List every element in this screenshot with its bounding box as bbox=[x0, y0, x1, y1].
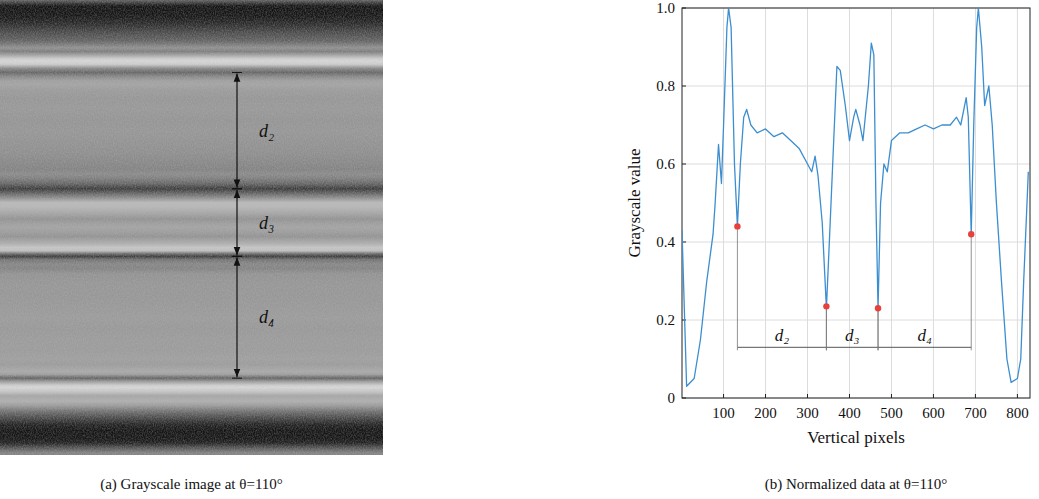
tick-mark bbox=[723, 394, 724, 398]
image-arrow-end bbox=[232, 188, 242, 189]
tick-label: 700 bbox=[964, 405, 987, 421]
image-arrow bbox=[236, 257, 237, 377]
annotation-label: d₂ bbox=[775, 326, 790, 345]
dimension-line bbox=[878, 347, 971, 348]
tick-mark bbox=[933, 394, 934, 398]
caption: (b) Normalized data at θ=110° bbox=[765, 476, 948, 493]
grid-line bbox=[1017, 8, 1018, 398]
tick-label: 100 bbox=[712, 405, 735, 421]
tick-mark bbox=[975, 394, 976, 398]
tick-label: 500 bbox=[880, 405, 903, 421]
tick-label: 0.8 bbox=[656, 78, 675, 94]
tick-mark bbox=[682, 164, 686, 165]
tick-mark bbox=[765, 394, 766, 398]
image-arrow-end bbox=[232, 256, 242, 257]
tick-label: 0 bbox=[668, 390, 676, 406]
image-arrow-end bbox=[232, 72, 242, 73]
data-line bbox=[682, 8, 1028, 386]
dimension-extension bbox=[878, 308, 879, 350]
image-arrow bbox=[236, 190, 237, 256]
tick-label: 0.4 bbox=[656, 234, 675, 250]
axes bbox=[682, 8, 1030, 398]
data-point bbox=[823, 303, 829, 309]
dimension-extension bbox=[737, 226, 738, 350]
dimension-extension bbox=[878, 308, 879, 350]
grid-line bbox=[682, 242, 1030, 243]
grid-line bbox=[807, 8, 808, 398]
tick-mark bbox=[891, 394, 892, 398]
image-arrow-end bbox=[232, 188, 242, 189]
tick-mark bbox=[849, 394, 850, 398]
dimension-extension bbox=[826, 306, 827, 350]
axis-title: Grayscale value bbox=[625, 148, 644, 257]
data-point bbox=[875, 305, 881, 311]
grid-line bbox=[682, 320, 1030, 321]
tick-label: 0.2 bbox=[656, 312, 675, 328]
tick-label: 300 bbox=[796, 405, 819, 421]
plot-frame bbox=[682, 8, 1030, 398]
image-profile bbox=[0, 0, 383, 455]
tick-label: 200 bbox=[754, 405, 777, 421]
tick-mark bbox=[807, 394, 808, 398]
data-point bbox=[734, 223, 740, 229]
dimension-extension bbox=[971, 234, 972, 350]
grayscale-image bbox=[0, 0, 383, 455]
tick-label: 0.6 bbox=[656, 156, 675, 172]
image-arrow bbox=[236, 73, 237, 187]
tick-mark bbox=[682, 86, 686, 87]
tick-label: 400 bbox=[838, 405, 861, 421]
image-label: d₂ bbox=[259, 121, 274, 141]
image-arrow-end bbox=[232, 256, 242, 257]
tick-label: 600 bbox=[922, 405, 945, 421]
image-label: d₃ bbox=[259, 213, 274, 233]
tick-label: 1.0 bbox=[656, 0, 675, 16]
grid-line bbox=[765, 8, 766, 398]
caption: (a) Grayscale image at θ=110° bbox=[100, 476, 283, 493]
axis-title: Vertical pixels bbox=[807, 428, 905, 447]
grid-line bbox=[933, 8, 934, 398]
dimension-line bbox=[826, 347, 878, 348]
annotation-label: d₄ bbox=[917, 326, 932, 345]
grid-line bbox=[891, 8, 892, 398]
image-label: d₄ bbox=[259, 307, 274, 327]
annotation-label: d₃ bbox=[845, 326, 860, 345]
tick-mark bbox=[1017, 394, 1018, 398]
grid-line bbox=[723, 8, 724, 398]
figure: d₂ d₃ d₄ (a) Grayscale image at θ=110° 0 0.2 0… bbox=[0, 0, 1039, 499]
image-arrow-end bbox=[232, 378, 242, 379]
dimension-line bbox=[737, 347, 826, 348]
grid-line bbox=[682, 86, 1030, 87]
data-point bbox=[968, 231, 974, 237]
tick-label: 800 bbox=[1006, 405, 1029, 421]
plot-data bbox=[682, 8, 1028, 386]
dimension-extension bbox=[826, 306, 827, 350]
image-noise bbox=[0, 0, 383, 455]
